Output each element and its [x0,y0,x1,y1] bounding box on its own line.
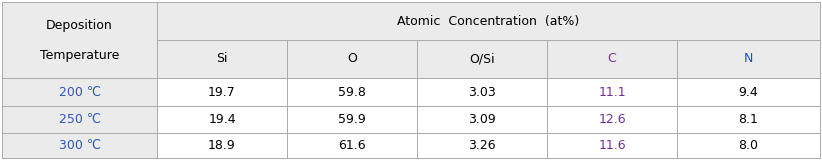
Bar [417,133,547,158]
Text: N: N [744,52,753,65]
Bar [287,78,417,106]
Text: Si: Si [216,52,228,65]
Text: 11.1: 11.1 [598,85,626,99]
Bar [547,106,677,133]
Bar [287,133,417,158]
Text: 9.4: 9.4 [739,85,759,99]
Bar [157,133,287,158]
Text: 59.9: 59.9 [338,113,366,126]
Bar [157,78,287,106]
Text: 250 ℃: 250 ℃ [58,113,100,126]
Text: 3.26: 3.26 [469,139,496,152]
Bar [2,78,157,106]
Text: 8.1: 8.1 [738,113,759,126]
Text: 18.9: 18.9 [208,139,236,152]
Bar [547,78,677,106]
Text: 3.09: 3.09 [468,113,496,126]
Bar [287,106,417,133]
Bar [157,40,287,78]
Bar [157,106,287,133]
Bar [2,133,157,158]
Text: Atomic  Concentration  (at%): Atomic Concentration (at%) [397,15,580,28]
Bar [2,2,157,78]
Text: Deposition

Temperature: Deposition Temperature [39,19,119,61]
Text: O/Si: O/Si [469,52,495,65]
Bar [287,40,417,78]
Bar [677,133,820,158]
Bar [677,40,820,78]
Bar [677,106,820,133]
Text: 19.4: 19.4 [208,113,236,126]
Text: 12.6: 12.6 [598,113,626,126]
Bar [677,78,820,106]
Text: O: O [347,52,357,65]
Text: 61.6: 61.6 [338,139,366,152]
Bar [417,40,547,78]
Bar [2,106,157,133]
Text: 11.6: 11.6 [598,139,626,152]
Text: 59.8: 59.8 [338,85,366,99]
Text: 200 ℃: 200 ℃ [58,85,100,99]
Text: 19.7: 19.7 [208,85,236,99]
Bar [547,40,677,78]
Text: C: C [607,52,616,65]
Text: 300 ℃: 300 ℃ [58,139,100,152]
Bar [417,106,547,133]
Bar [157,2,820,40]
Text: 8.0: 8.0 [738,139,759,152]
Bar [417,78,547,106]
Bar [547,133,677,158]
Text: 3.03: 3.03 [468,85,496,99]
